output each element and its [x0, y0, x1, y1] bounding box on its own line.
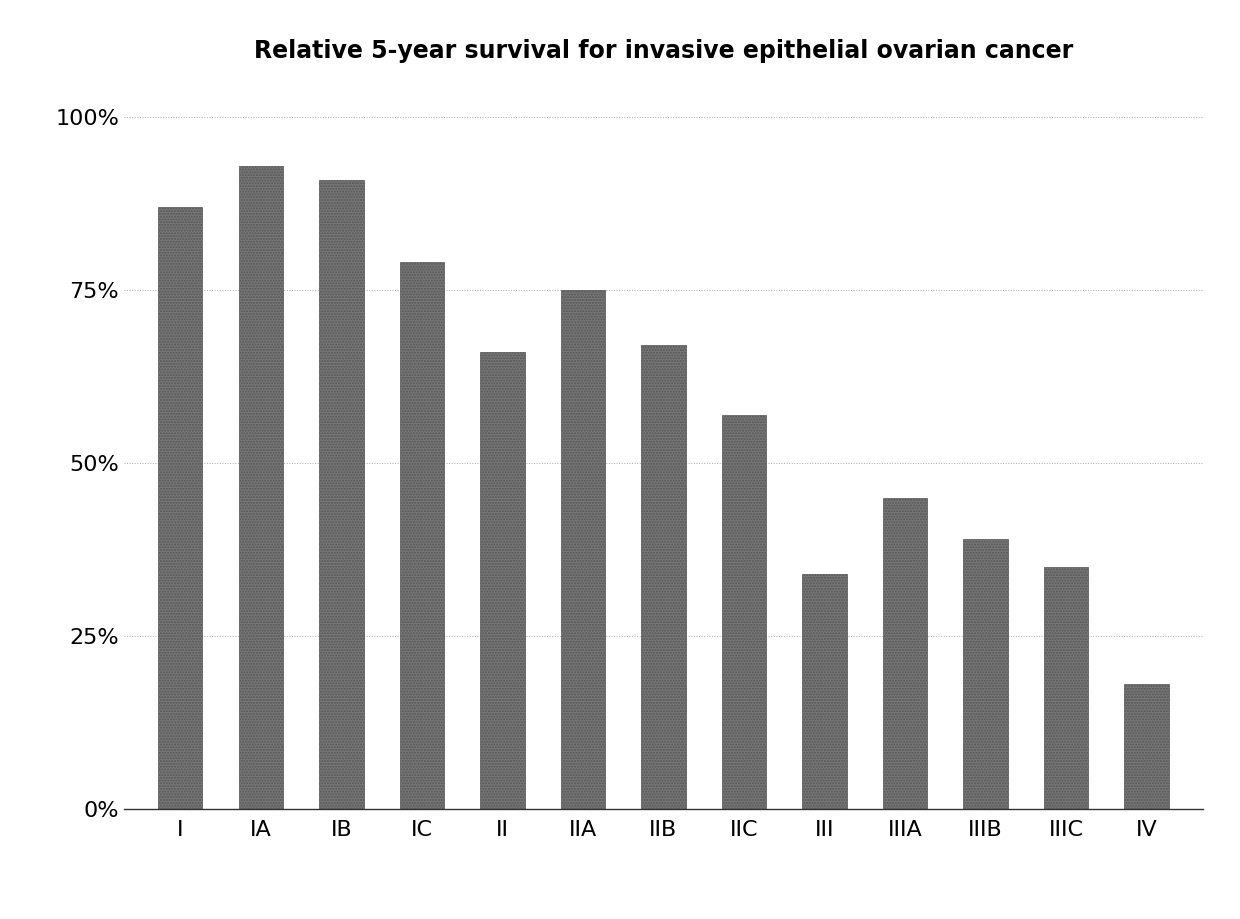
Bar — [560, 290, 605, 809]
Bar — [399, 263, 444, 809]
Bar — [1044, 567, 1087, 809]
Bar — [1125, 685, 1168, 809]
Bar — [963, 539, 1008, 809]
Bar — [239, 165, 283, 809]
Bar — [480, 352, 525, 809]
Bar — [883, 497, 928, 809]
Bar — [722, 414, 766, 809]
Bar — [159, 207, 202, 809]
Bar — [319, 179, 363, 809]
Bar — [641, 346, 686, 809]
Title: Relative 5-year survival for invasive epithelial ovarian cancer: Relative 5-year survival for invasive ep… — [254, 39, 1073, 62]
Bar — [802, 573, 847, 809]
